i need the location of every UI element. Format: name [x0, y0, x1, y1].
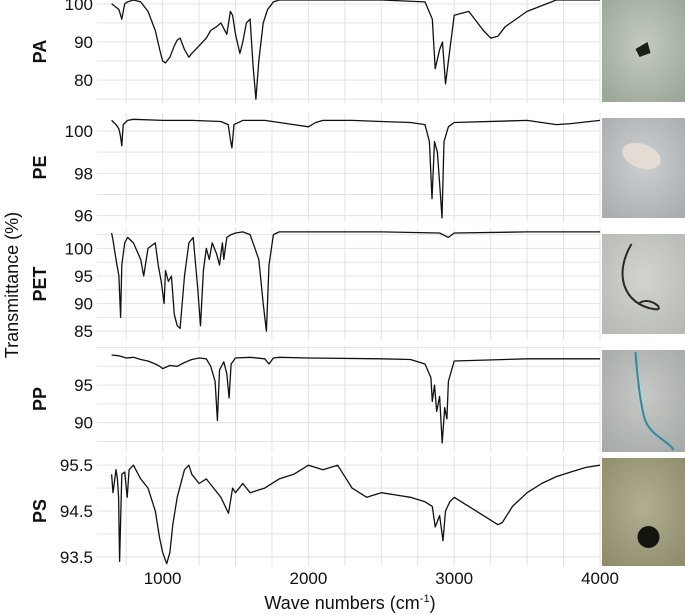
x-axis-title: Wave numbers (cm-1) [264, 593, 435, 613]
photo-background [602, 350, 685, 452]
y-tick-label: 80 [74, 71, 93, 90]
spectra-panels: 80 90 100 PA 96 98 100 PE 85 90 95 100 PET 90 95 PP 93.5… [30, 0, 601, 567]
panel-label: PET [30, 266, 50, 301]
y-tick-label: 90 [74, 414, 93, 433]
panel-label: PS [30, 499, 50, 523]
panel-pet: 85 90 95 100 PET [30, 228, 601, 341]
x-tick-label: 1000 [144, 569, 182, 588]
panel-pe: 96 98 100 PE [30, 113, 601, 226]
x-tick-label: 2000 [289, 569, 327, 588]
photo-pet [602, 234, 685, 334]
particle [635, 42, 651, 57]
photo-background [602, 234, 685, 334]
photo-background [602, 458, 685, 566]
photo-ps [602, 458, 685, 566]
spectrum-line-pa [111, 0, 600, 100]
photo-pe [602, 118, 685, 218]
panel-label: PP [30, 387, 50, 411]
y-tick-label: 85 [74, 322, 93, 341]
spectrum-line-pet [110, 231, 600, 332]
panel-pa: 80 90 100 PA [30, 0, 601, 103]
sample-photos [602, 0, 685, 566]
y-axis-title: Transmittance (%) [2, 212, 22, 358]
y-tick-label: 100 [65, 239, 93, 258]
particle [634, 351, 675, 451]
y-tick-label: 94.5 [60, 502, 93, 521]
y-tick-label: 93.5 [60, 548, 93, 567]
panel-label: PE [30, 155, 50, 179]
y-tick-label: 95 [74, 376, 93, 395]
x-tick-label: 3000 [435, 569, 473, 588]
panel-ps: 93.5 94.5 95.5 PS [30, 456, 601, 567]
y-tick-label: 90 [74, 295, 93, 314]
spectrum-line-pe [111, 118, 601, 219]
x-tick-label: 4000 [581, 569, 619, 588]
photo-pa [602, 0, 685, 102]
y-tick-label: 100 [65, 0, 93, 14]
photo-pp [602, 350, 685, 452]
spectrum-line-ps [110, 464, 601, 565]
y-tick-label: 95.5 [60, 456, 93, 475]
particle [637, 526, 660, 548]
particle [622, 142, 661, 170]
spectrum-line-pp [111, 354, 600, 444]
y-tick-label: 90 [74, 33, 93, 52]
x-axis: 1000 2000 3000 4000 [144, 569, 619, 588]
panel-pp: 90 95 PP [30, 346, 601, 452]
particle [621, 243, 660, 311]
y-tick-label: 96 [74, 207, 93, 226]
y-tick-label: 100 [65, 122, 93, 141]
panel-label: PA [30, 40, 50, 64]
y-tick-label: 98 [74, 164, 93, 183]
y-tick-label: 95 [74, 267, 93, 286]
